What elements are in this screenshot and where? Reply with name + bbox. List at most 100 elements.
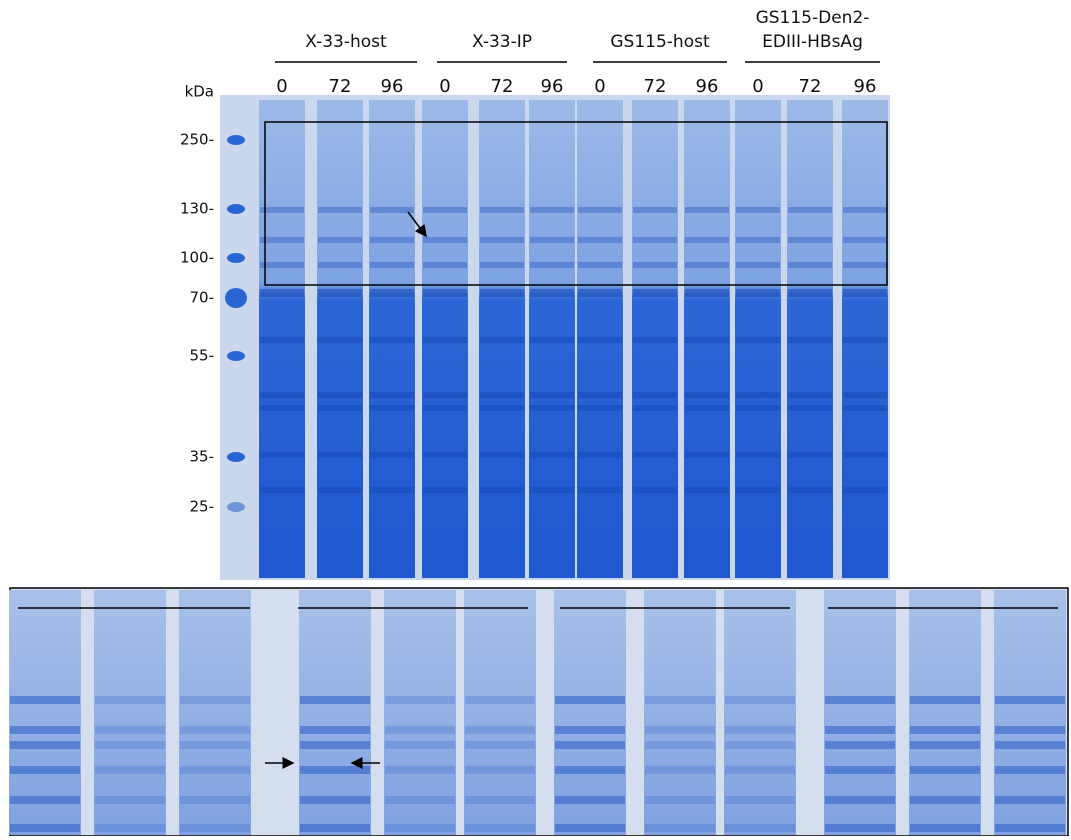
band xyxy=(736,207,780,213)
band xyxy=(385,796,455,804)
band xyxy=(578,262,622,268)
band xyxy=(370,207,414,213)
band xyxy=(95,796,165,804)
band xyxy=(260,487,304,493)
band xyxy=(825,726,895,734)
lane-label: 0 xyxy=(276,76,287,97)
band xyxy=(530,392,574,398)
band xyxy=(995,796,1065,804)
unit-label: kDa xyxy=(185,83,214,101)
ladder-band xyxy=(227,452,245,462)
band xyxy=(465,741,535,749)
band xyxy=(578,392,622,398)
band xyxy=(318,487,362,493)
band xyxy=(995,741,1065,749)
band xyxy=(480,237,524,243)
band xyxy=(385,696,455,704)
band xyxy=(825,824,895,832)
band xyxy=(385,741,455,749)
band xyxy=(370,452,414,458)
band xyxy=(300,741,370,749)
band xyxy=(725,766,795,774)
band xyxy=(423,237,467,243)
band xyxy=(633,392,677,398)
labels: 250- 130- 100- 70- 55- 35- 25- X-33-host 0 72 96 X-… xyxy=(180,8,880,516)
lane-label: 0 xyxy=(439,76,450,97)
band xyxy=(910,824,980,832)
ladder-band xyxy=(225,288,247,308)
band xyxy=(95,696,165,704)
lane-label: 96 xyxy=(541,76,564,97)
band xyxy=(260,262,304,268)
band xyxy=(318,207,362,213)
lane-label: 72 xyxy=(799,76,822,97)
band xyxy=(318,262,362,268)
lane-label: 72 xyxy=(491,76,514,97)
band xyxy=(788,487,832,493)
band xyxy=(843,289,887,297)
band xyxy=(995,824,1065,832)
band xyxy=(260,289,304,297)
band xyxy=(318,289,362,297)
band xyxy=(736,405,780,411)
ladder-band xyxy=(227,502,245,512)
band xyxy=(465,696,535,704)
band xyxy=(685,337,729,343)
band xyxy=(736,452,780,458)
band xyxy=(95,766,165,774)
lane xyxy=(9,590,81,835)
band xyxy=(645,741,715,749)
band xyxy=(736,289,780,297)
band xyxy=(725,726,795,734)
band xyxy=(423,337,467,343)
band xyxy=(180,726,250,734)
band xyxy=(10,824,80,832)
band xyxy=(633,337,677,343)
lane-label: 72 xyxy=(329,76,352,97)
band xyxy=(685,405,729,411)
band xyxy=(725,824,795,832)
band xyxy=(825,741,895,749)
band xyxy=(578,405,622,411)
lane xyxy=(724,590,796,835)
band xyxy=(633,237,677,243)
band xyxy=(300,766,370,774)
marker-label: 100- xyxy=(180,249,214,267)
lane xyxy=(179,590,251,835)
group-label: GS115-host xyxy=(610,32,710,52)
band xyxy=(260,337,304,343)
band xyxy=(555,796,625,804)
zoom-box xyxy=(264,121,888,286)
band xyxy=(633,405,677,411)
group-label: GS115-Den2- xyxy=(756,8,870,28)
lane xyxy=(94,590,166,835)
band xyxy=(480,452,524,458)
band xyxy=(788,405,832,411)
band xyxy=(578,237,622,243)
band xyxy=(736,237,780,243)
band xyxy=(995,766,1065,774)
band xyxy=(530,289,574,297)
band xyxy=(555,726,625,734)
band xyxy=(825,766,895,774)
band xyxy=(685,392,729,398)
band xyxy=(95,824,165,832)
band xyxy=(465,824,535,832)
band xyxy=(736,487,780,493)
band xyxy=(555,741,625,749)
lane xyxy=(554,590,626,835)
band xyxy=(10,741,80,749)
band xyxy=(465,766,535,774)
band xyxy=(633,452,677,458)
band xyxy=(423,452,467,458)
band xyxy=(530,405,574,411)
band xyxy=(910,726,980,734)
band xyxy=(318,452,362,458)
band xyxy=(736,392,780,398)
gel-top xyxy=(220,95,890,580)
gel-zoom xyxy=(9,587,1069,837)
band xyxy=(385,766,455,774)
band xyxy=(423,487,467,493)
lane-label: 0 xyxy=(752,76,763,97)
